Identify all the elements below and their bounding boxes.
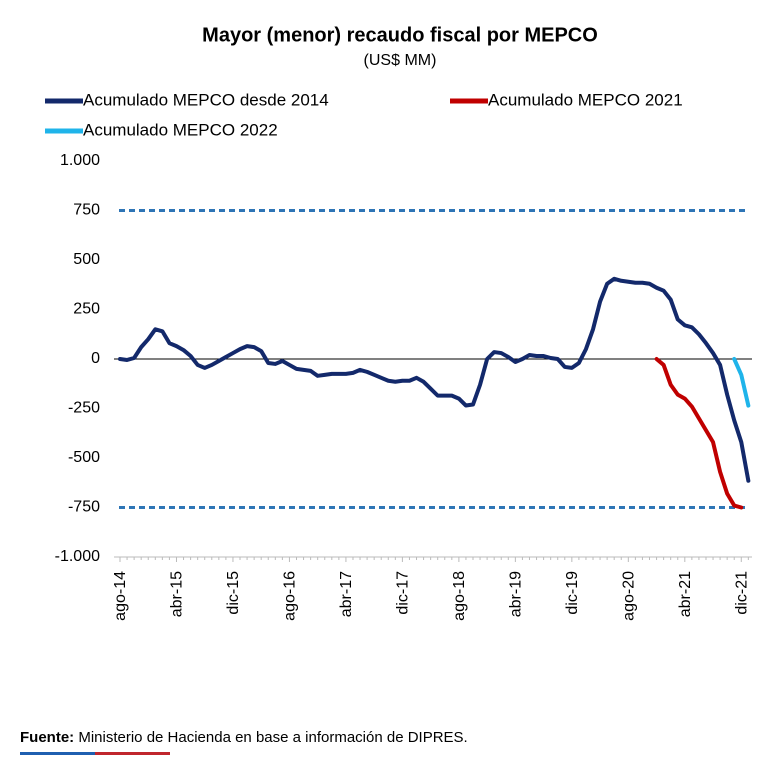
x-tick-label: dic-15: [225, 571, 242, 615]
chart-subtitle: (US$ MM): [364, 52, 437, 69]
x-tick-label: dic-19: [564, 571, 581, 615]
x-tick-label: abr-15: [169, 571, 186, 617]
x-tick-label: abr-19: [508, 571, 525, 617]
footer-stripe: [20, 752, 95, 755]
source-label: Fuente:: [20, 729, 74, 746]
x-tick-label: dic-21: [733, 571, 750, 615]
y-tick-label: 0: [91, 350, 100, 367]
y-tick-label: 500: [73, 251, 100, 268]
x-tick-label: ago-16: [282, 571, 299, 621]
series-line: [654, 357, 744, 510]
series-line: [118, 276, 751, 483]
y-tick-label: 250: [73, 301, 100, 318]
y-tick-label: -250: [68, 400, 100, 417]
y-tick-label: 1.000: [60, 152, 100, 169]
x-tick-label: ago-14: [112, 571, 129, 621]
x-tick-label: abr-17: [338, 571, 355, 617]
chart-title: Mayor (menor) recaudo fiscal por MEPCO: [202, 24, 598, 46]
y-tick-label: -750: [68, 499, 100, 516]
legend-label: Acumulado MEPCO desde 2014: [83, 90, 329, 109]
y-tick-label: 750: [73, 202, 100, 219]
x-tick-label: ago-18: [451, 571, 468, 621]
x-tick-label: abr-21: [677, 571, 694, 617]
source-text: Ministerio de Hacienda en base a informa…: [78, 729, 467, 746]
legend-label: Acumulado MEPCO 2021: [488, 90, 683, 109]
legend-label: Acumulado MEPCO 2022: [83, 120, 278, 139]
x-tick-label: ago-20: [621, 571, 638, 621]
source: Fuente: Ministerio de Hacienda en base a…: [20, 729, 468, 746]
y-tick-label: -1.000: [55, 548, 100, 565]
x-tick-label: dic-17: [395, 571, 412, 615]
y-tick-label: -500: [68, 449, 100, 466]
series-line: [732, 357, 751, 408]
footer-stripe: [95, 752, 170, 755]
